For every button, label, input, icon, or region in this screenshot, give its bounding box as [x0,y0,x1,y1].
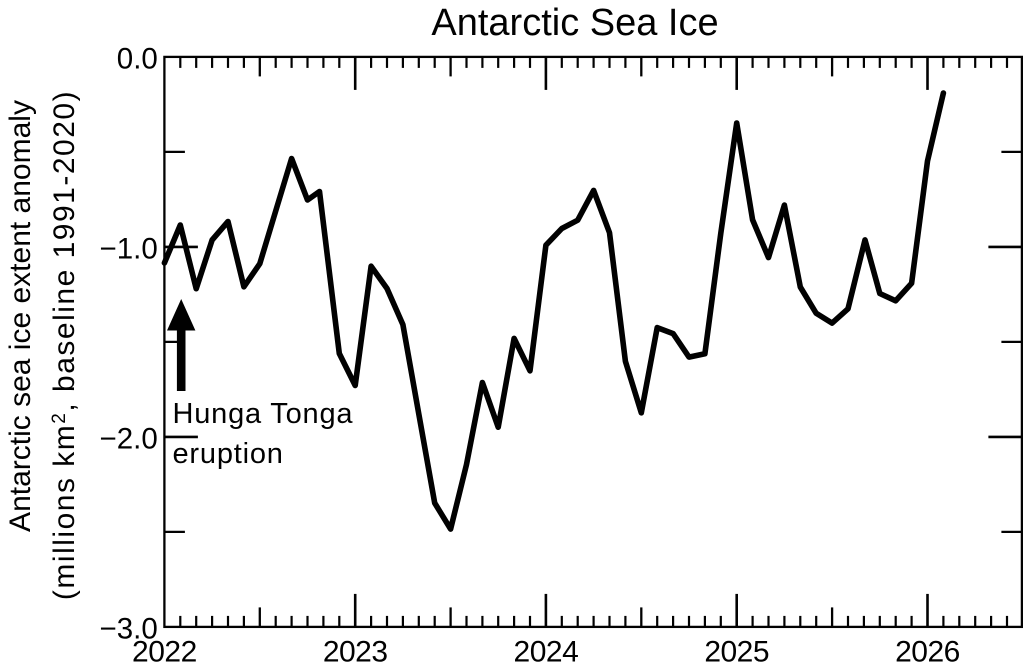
svg-text:2022: 2022 [132,636,197,669]
svg-text:0.0: 0.0 [117,42,158,75]
svg-text:Antarctic sea ice extent anoma: Antarctic sea ice extent anomaly [4,100,37,532]
svg-text:2026: 2026 [895,636,960,669]
svg-text:−1.0: −1.0 [100,232,158,265]
svg-text:eruption: eruption [173,438,284,470]
svg-text:2024: 2024 [514,636,579,669]
svg-text:−3.0: −3.0 [100,612,158,645]
svg-text:Antarctic Sea Ice: Antarctic Sea Ice [431,2,718,44]
svg-text:(millions km2, baseline 1991-2: (millions km2, baseline 1991-2020) [48,90,81,600]
svg-text:2023: 2023 [323,636,388,669]
svg-text:−2.0: −2.0 [100,422,158,455]
svg-text:Hunga Tonga: Hunga Tonga [173,398,354,430]
svg-text:2025: 2025 [704,636,769,669]
